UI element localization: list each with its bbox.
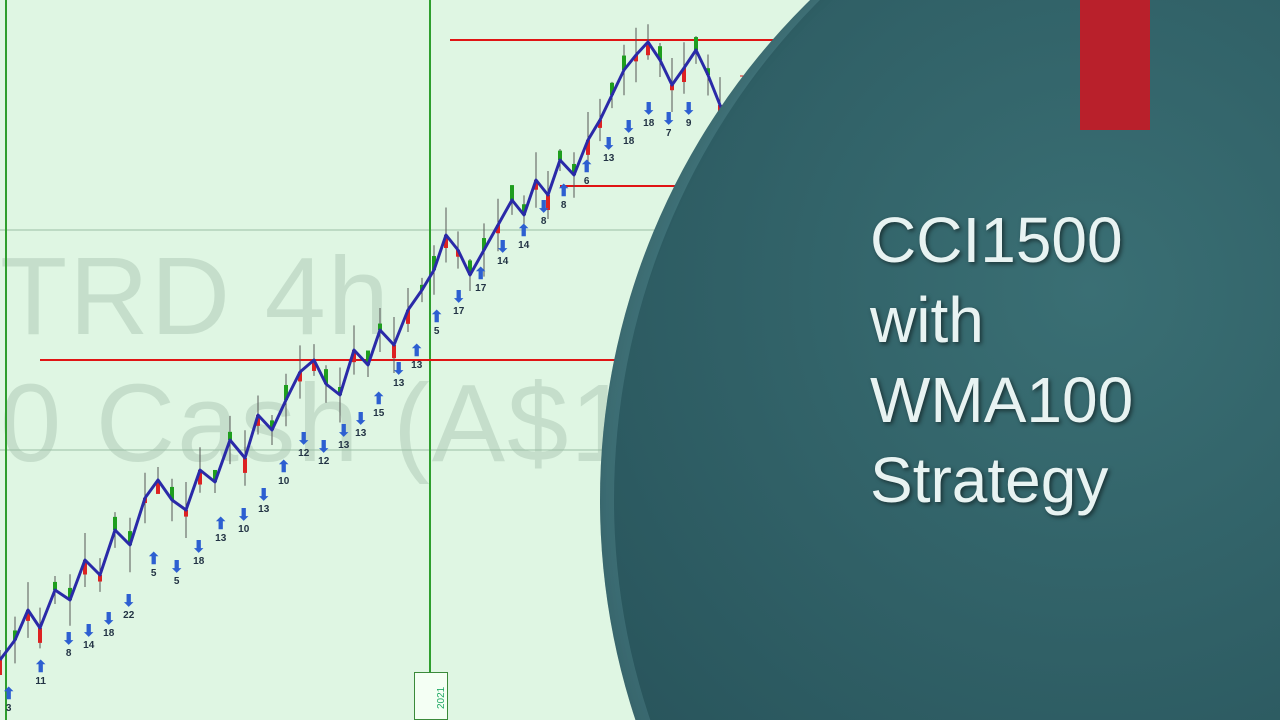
buy-arrow-icon: ⬆13 [410, 344, 423, 371]
red-accent-tab [1080, 0, 1150, 130]
buy-arrow-icon: ⬆10 [277, 460, 290, 487]
buy-arrow-icon: ⬆14 [517, 224, 530, 251]
buy-arrow-icon: ⬆13 [214, 517, 227, 544]
sell-arrow-icon: ⬇17 [452, 290, 465, 317]
buy-arrow-icon: ⬆15 [372, 392, 385, 419]
sell-arrow-icon: ⬇13 [602, 137, 615, 164]
buy-arrow-icon: ⬆11 [34, 660, 47, 687]
sell-arrow-icon: ⬇12 [317, 440, 330, 467]
axis-date-tab: 2021 [414, 672, 448, 720]
sell-arrow-icon: ⬇10 [237, 508, 250, 535]
sell-arrow-icon: ⬇8 [537, 200, 550, 227]
sell-arrow-icon: ⬇8 [62, 632, 75, 659]
buy-arrow-icon: ⬆8 [557, 184, 570, 211]
buy-arrow-icon: ⬆6 [580, 160, 593, 187]
title-block: CCI1500 with WMA100 Strategy [870, 200, 1133, 520]
sell-arrow-icon: ⬇7 [662, 112, 675, 139]
sell-arrow-icon: ⬇13 [392, 362, 405, 389]
sell-arrow-icon: ⬇18 [622, 120, 635, 147]
buy-arrow-icon: ⬆3 [2, 687, 15, 714]
sell-arrow-icon: ⬇13 [337, 424, 350, 451]
sell-arrow-icon: ⬇14 [82, 624, 95, 651]
buy-arrow-icon: ⬆5 [430, 310, 443, 337]
sell-arrow-icon: ⬇18 [642, 102, 655, 129]
sell-arrow-icon: ⬇13 [257, 488, 270, 515]
title-line-1: CCI1500 [870, 200, 1133, 280]
sell-arrow-icon: ⬇5 [170, 560, 183, 587]
buy-arrow-icon: ⬆5 [147, 552, 160, 579]
sell-arrow-icon: ⬇18 [192, 540, 205, 567]
title-line-3: WMA100 [870, 360, 1133, 440]
buy-arrow-icon: ⬆17 [474, 267, 487, 294]
slide-stage: TRD 4h 0 Cash (A$1) ⬆3⬆11⬇8⬇14⬇18⬇22⬆5⬇5… [0, 0, 1280, 720]
sell-arrow-icon: ⬇13 [354, 412, 367, 439]
sell-arrow-icon: ⬇14 [496, 240, 509, 267]
sell-arrow-icon: ⬇12 [297, 432, 310, 459]
sell-arrow-icon: ⬇9 [682, 102, 695, 129]
sell-arrow-icon: ⬇22 [122, 594, 135, 621]
title-line-2: with [870, 280, 1133, 360]
sell-arrow-icon: ⬇18 [102, 612, 115, 639]
title-line-4: Strategy [870, 440, 1133, 520]
